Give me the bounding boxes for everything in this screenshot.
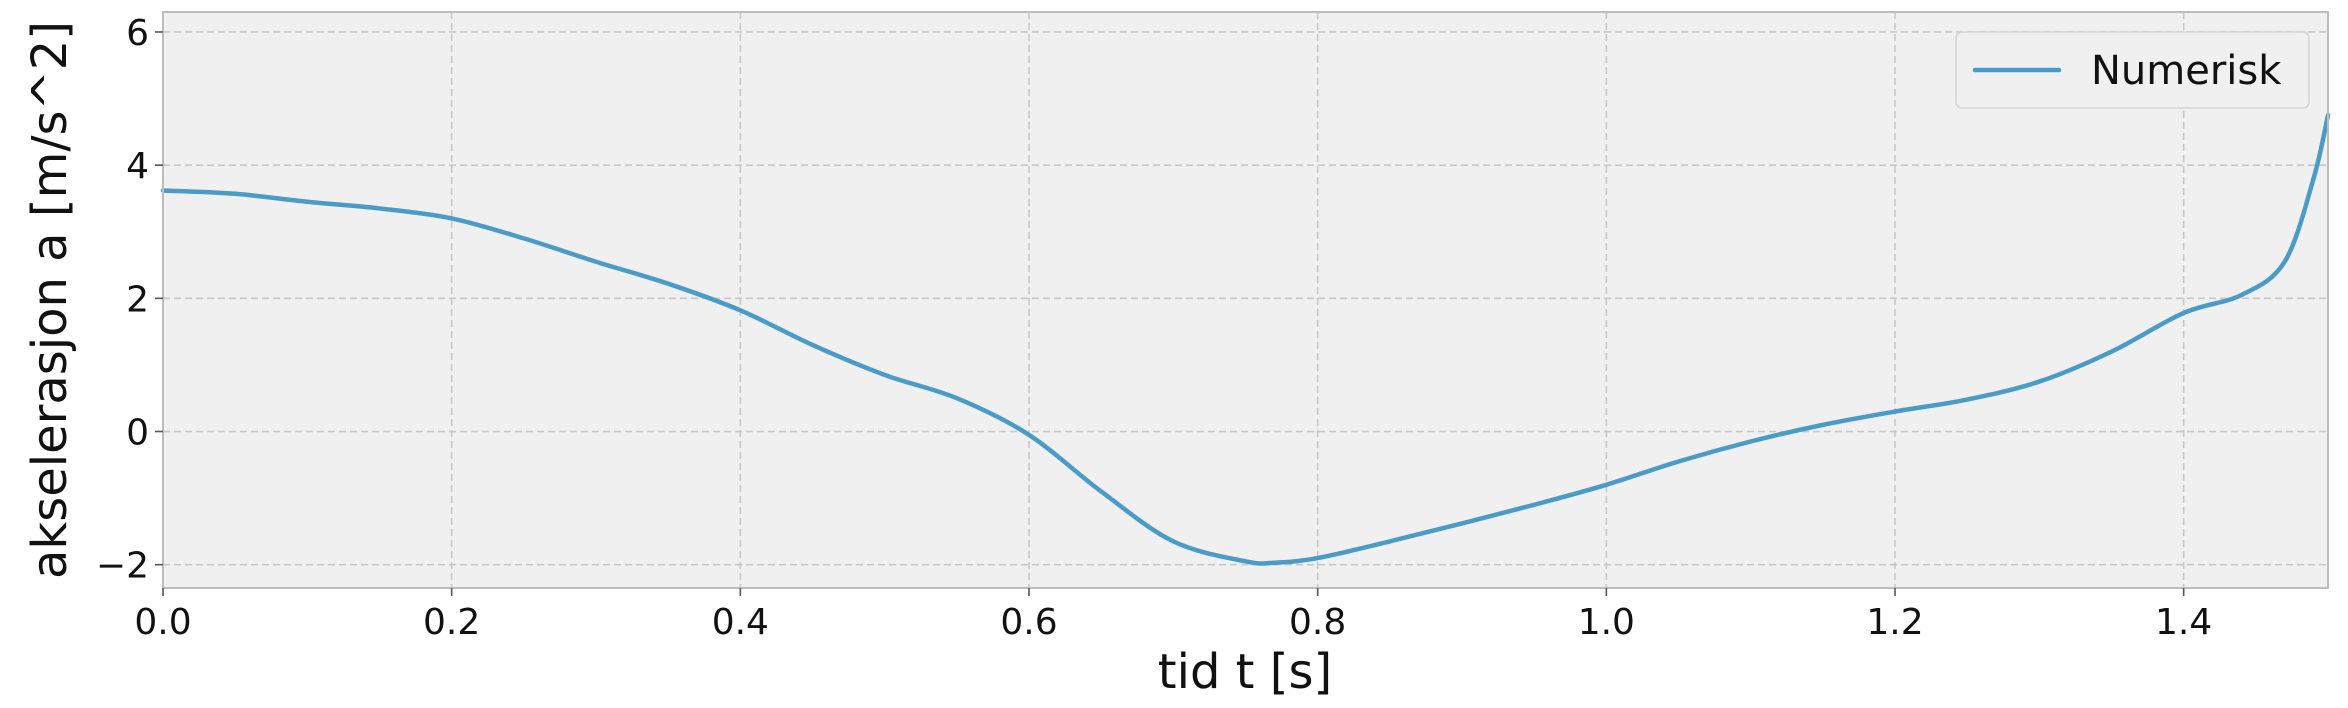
x-tick-label: 1.2	[1866, 602, 1923, 643]
x-tick-label: 1.0	[1578, 602, 1635, 643]
y-tick-label: 6	[126, 13, 149, 54]
legend: Numerisk	[1955, 31, 2310, 109]
x-tick-label: 0.2	[423, 602, 480, 643]
legend-label-numerisk: Numerisk	[2091, 48, 2282, 94]
y-tick-label: 0	[126, 413, 149, 454]
x-tick-label: 1.4	[2155, 602, 2212, 643]
y-tick-label: 2	[126, 279, 149, 320]
x-axis-label: tid t [s]	[1158, 644, 1332, 700]
legend-box	[1955, 31, 2310, 109]
x-tick-label: 0.6	[1000, 602, 1057, 643]
series-line-numerisk	[160, 112, 2331, 566]
y-tick-label: 4	[126, 146, 149, 187]
x-tick-label: 0.4	[712, 602, 769, 643]
plot-frame	[162, 11, 2329, 589]
x-tick-label: 0.8	[1289, 602, 1346, 643]
y-tick-label: −2	[96, 546, 149, 587]
x-tick-label: 0.0	[134, 602, 191, 643]
y-axis-label: akselerasjon a [m/s^2]	[22, 21, 78, 579]
tick-labels: 0.0 0.2 0.4 0.6 0.8 1.0 1.2 1.4 −2 0 2 4 6	[96, 13, 2212, 643]
